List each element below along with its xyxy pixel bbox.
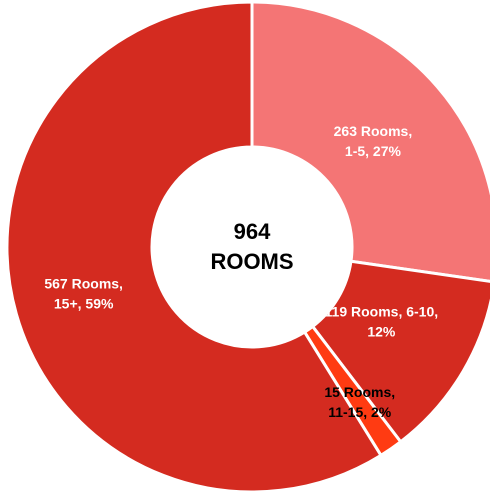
slice	[310, 259, 490, 444]
slice	[250, 0, 490, 283]
center-label: ROOMS	[210, 249, 293, 274]
slice	[5, 0, 383, 494]
data-label: 11-15, 2%	[328, 404, 392, 420]
data-label: 1-5, 27%	[345, 143, 402, 159]
data-label: 119 Rooms, 6-10,	[325, 304, 439, 320]
center-label: 964	[234, 219, 271, 244]
data-label: 263 Rooms,	[334, 123, 413, 139]
data-label: 15+, 59%	[54, 296, 114, 312]
data-label: 12%	[367, 324, 396, 340]
data-label: 15 Rooms,	[324, 384, 395, 400]
data-label: 567 Rooms,	[44, 276, 123, 292]
